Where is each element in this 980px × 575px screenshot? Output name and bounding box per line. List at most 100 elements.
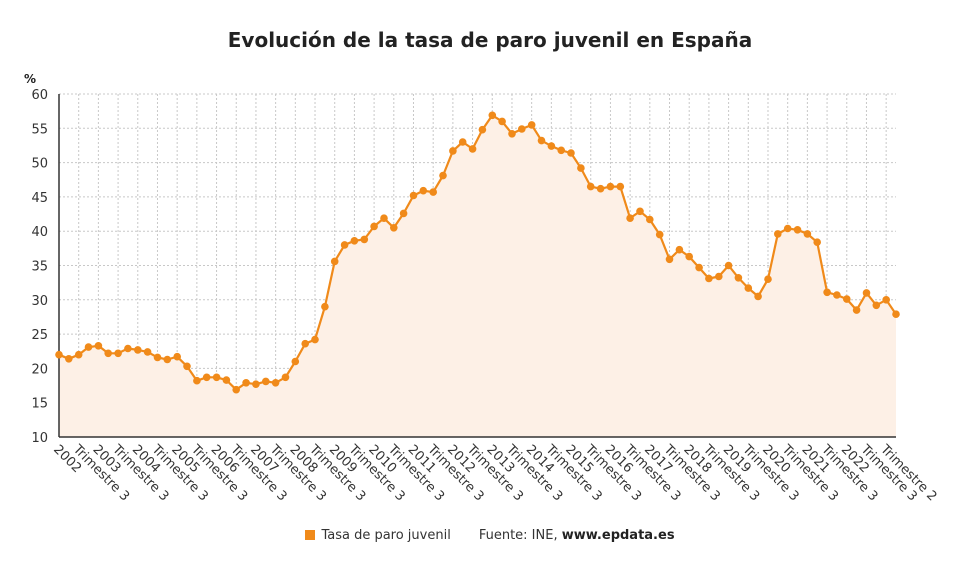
data-point	[74, 350, 83, 359]
data-point	[183, 362, 191, 371]
legend-swatch	[305, 530, 316, 540]
data-point	[764, 275, 772, 284]
y-tick-labels: 10 15 20 25 30 35 40 45 50 55 60	[31, 88, 48, 446]
data-point	[695, 263, 703, 272]
data-point	[744, 284, 753, 292]
data-point	[646, 215, 654, 224]
data-point	[557, 146, 565, 155]
data-point	[655, 230, 664, 239]
data-point	[370, 222, 378, 231]
data-point	[882, 296, 890, 304]
point-layer	[55, 111, 900, 394]
y-tick-label: 50	[31, 157, 48, 172]
y-tick-label: 60	[31, 88, 48, 103]
data-point	[488, 111, 497, 120]
y-tick-label: 30	[31, 294, 48, 309]
data-point	[803, 230, 812, 238]
data-point	[380, 214, 388, 222]
data-point	[429, 188, 438, 196]
data-point	[843, 295, 851, 303]
y-tick-label: 20	[31, 362, 48, 377]
data-point	[321, 302, 329, 311]
data-point	[390, 224, 398, 232]
data-point	[665, 255, 674, 264]
data-point	[724, 261, 733, 270]
data-point	[419, 186, 428, 195]
data-point	[823, 288, 831, 297]
data-point	[114, 349, 122, 358]
y-tick-label: 25	[31, 328, 48, 343]
y-tick-label: 15	[31, 397, 48, 412]
data-point	[104, 349, 112, 358]
y-tick-label: 40	[31, 225, 48, 240]
data-point	[685, 252, 693, 261]
data-point	[262, 377, 270, 386]
data-point	[586, 182, 595, 191]
y-tick-label: 45	[31, 191, 48, 206]
source-prefix: Fuente: INE,	[478, 528, 558, 543]
data-point	[134, 346, 142, 354]
data-point	[783, 224, 792, 233]
data-point	[616, 182, 625, 191]
y-tick-label: 10	[31, 431, 48, 446]
data-point	[124, 344, 132, 353]
data-point	[734, 274, 743, 282]
data-point	[468, 145, 477, 153]
data-point	[330, 257, 339, 266]
data-point	[271, 379, 280, 387]
area-layer	[59, 115, 896, 438]
data-point	[606, 182, 615, 191]
data-point	[143, 348, 152, 356]
y-tick-label: 35	[31, 260, 48, 275]
data-point	[449, 147, 457, 155]
series-area-fill	[59, 115, 896, 438]
chart-title: Evolución de la tasa de paro juvenil en …	[228, 28, 752, 52]
data-point	[705, 274, 713, 283]
data-point	[577, 164, 585, 172]
data-point	[527, 121, 536, 129]
data-point	[291, 357, 300, 366]
data-point	[173, 352, 181, 361]
data-point	[84, 343, 93, 351]
data-point	[281, 373, 290, 382]
data-point	[311, 335, 319, 344]
data-point	[754, 292, 762, 301]
data-point	[478, 125, 487, 134]
data-point	[301, 339, 310, 348]
data-point	[340, 241, 349, 249]
data-point	[793, 226, 802, 234]
data-point	[715, 272, 723, 281]
data-point	[547, 142, 556, 150]
data-point	[350, 237, 359, 245]
data-point	[498, 117, 506, 126]
data-point	[94, 342, 103, 350]
data-point	[202, 373, 211, 382]
data-point	[153, 353, 162, 362]
data-point	[636, 207, 644, 216]
data-point	[55, 350, 63, 359]
data-point	[193, 376, 201, 385]
data-point	[862, 289, 871, 297]
legend: Tasa de paro juvenil Fuente: INE, www.epd…	[0, 528, 980, 543]
data-point	[409, 191, 418, 200]
data-point	[458, 138, 467, 146]
data-point	[626, 214, 634, 222]
data-point	[212, 373, 221, 382]
data-point	[774, 230, 782, 238]
data-point	[872, 301, 881, 310]
data-point	[222, 376, 231, 384]
data-point	[163, 355, 172, 364]
data-point	[360, 235, 369, 244]
data-point	[567, 149, 575, 157]
data-point	[852, 306, 861, 314]
data-point	[508, 130, 516, 138]
data-point	[232, 385, 240, 394]
data-point	[813, 238, 821, 246]
y-unit-label: %	[24, 72, 36, 86]
data-point	[242, 379, 250, 387]
axis-layer	[58, 94, 896, 438]
data-point	[518, 125, 526, 133]
y-tick-label: 55	[31, 122, 48, 137]
